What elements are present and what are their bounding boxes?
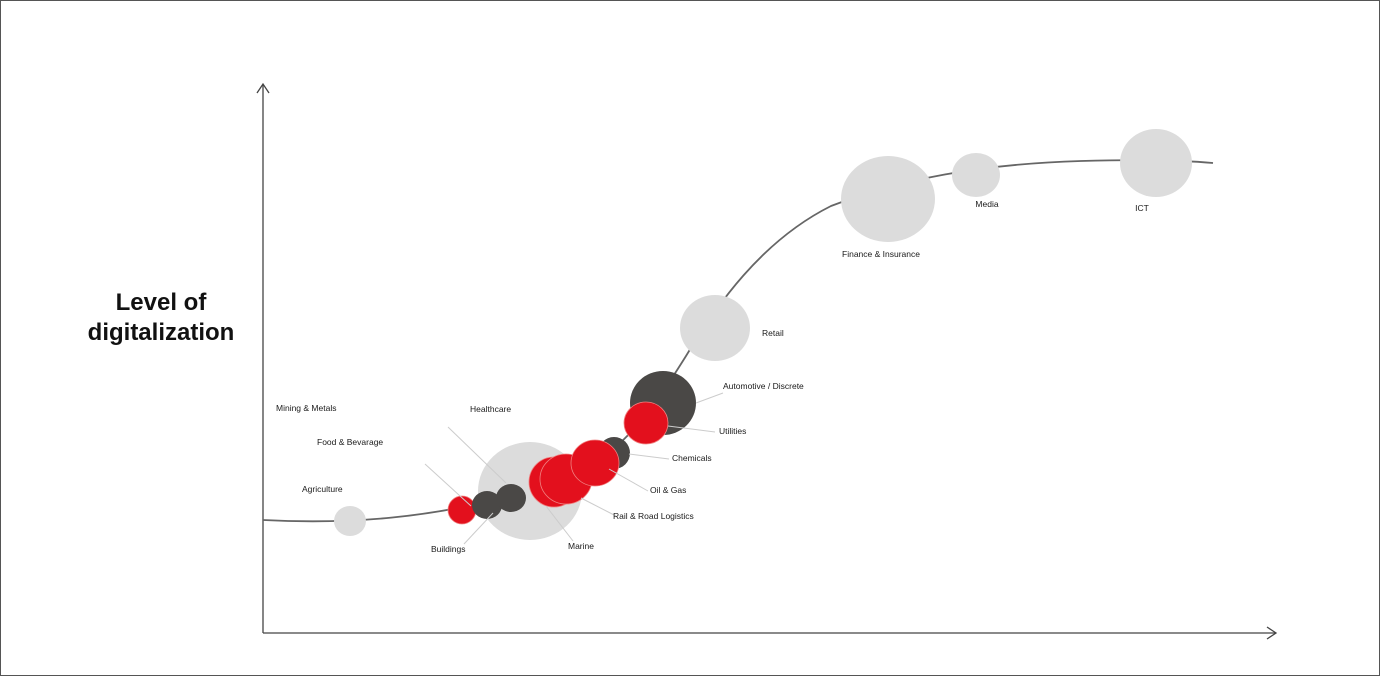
label-healthcare: Healthcare — [470, 404, 511, 414]
label-food-beverage: Food & Bevarage — [317, 437, 383, 447]
label-media: Media — [975, 199, 998, 209]
bubble-ict — [1120, 129, 1192, 197]
bubble-finance — [841, 156, 935, 242]
y-axis-arrow — [256, 82, 270, 94]
label-retail: Retail — [762, 328, 784, 338]
label-rail-road: Rail & Road Logistics — [613, 511, 694, 521]
x-axis-arrow — [1266, 626, 1278, 640]
bubble-mining-metals — [472, 491, 502, 519]
y-axis-title: Level of digitalization — [71, 288, 251, 348]
label-buildings: Buildings — [431, 544, 466, 554]
y-axis-title-line-2: digitalization — [87, 319, 235, 346]
label-finance: Finance & Insurance — [842, 249, 920, 259]
sector-labels: Agriculture Food & Bevarage Mining & Metal… — [276, 199, 1149, 554]
sector-bubbles — [334, 129, 1192, 540]
leader-oil-gas — [608, 468, 649, 492]
label-leaders — [424, 392, 724, 545]
y-axis-title-line-1: Level of — [115, 289, 207, 316]
label-marine: Marine — [568, 541, 594, 551]
label-mining-metals: Mining & Metals — [276, 403, 336, 413]
leader-marine — [545, 505, 574, 542]
bubble-oil-gas — [570, 439, 620, 487]
leader-rail-road — [580, 497, 617, 517]
bubble-buildings — [496, 484, 526, 512]
label-chemicals: Chemicals — [672, 453, 712, 463]
label-oil-gas: Oil & Gas — [650, 485, 686, 495]
bubble-food-beverage — [447, 495, 477, 525]
leader-chemicals — [628, 453, 670, 460]
leader-food-beverage — [424, 463, 472, 507]
leader-buildings — [463, 512, 494, 545]
label-agriculture: Agriculture — [302, 484, 343, 494]
bubble-agriculture — [334, 506, 366, 536]
label-automotive: Automotive / Discrete — [723, 381, 804, 391]
bubble-utilities — [623, 401, 669, 445]
leader-automotive — [695, 392, 724, 404]
bubble-retail — [680, 295, 750, 361]
bubble-media — [952, 153, 1000, 197]
label-ict: ICT — [1135, 203, 1149, 213]
leader-healthcare — [447, 426, 507, 484]
leader-utilities — [667, 425, 716, 433]
label-utilities: Utilities — [719, 426, 746, 436]
